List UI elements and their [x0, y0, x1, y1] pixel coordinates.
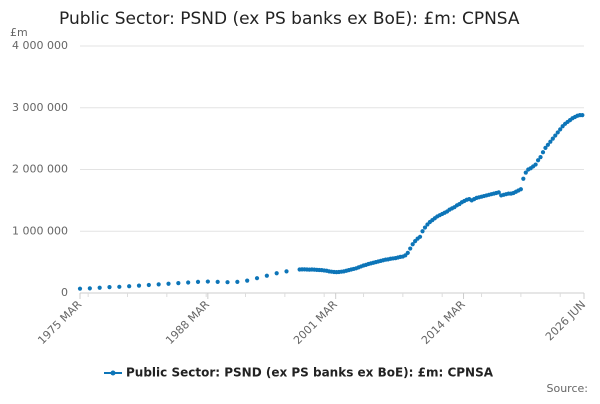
- data-point: [97, 285, 102, 290]
- x-tick-label: 2001 MAR: [291, 298, 340, 347]
- data-point: [235, 279, 240, 284]
- data-point: [215, 279, 220, 284]
- data-point: [496, 190, 501, 195]
- legend-label: Public Sector: PSND (ex PS banks ex BoE)…: [126, 366, 494, 380]
- data-point: [127, 284, 132, 289]
- data-point: [195, 279, 201, 284]
- data-point: [548, 139, 553, 144]
- data-point: [77, 286, 83, 291]
- x-tick-label: 2014 MAR: [419, 298, 468, 347]
- data-point: [580, 113, 585, 118]
- x-tick-label: 2026 JUN: [543, 298, 588, 343]
- data-point: [274, 271, 279, 276]
- data-point: [538, 155, 543, 160]
- data-point: [136, 283, 142, 288]
- data-point: [420, 229, 425, 234]
- data-point: [264, 273, 269, 278]
- data-point: [545, 142, 551, 147]
- data-point: [422, 225, 428, 230]
- data-point: [225, 280, 230, 285]
- data-point: [186, 280, 191, 285]
- data-point: [205, 279, 210, 284]
- data-point: [558, 127, 563, 132]
- data-point: [146, 282, 151, 288]
- y-tick-label: 0: [61, 286, 68, 299]
- data-point: [176, 281, 181, 286]
- y-axis-label: £m: [10, 26, 28, 39]
- data-point: [535, 158, 541, 163]
- data-point: [518, 187, 523, 192]
- data-point: [543, 145, 548, 150]
- data-point: [284, 269, 289, 274]
- data-point: [408, 246, 413, 251]
- source-label: Source:: [547, 382, 589, 395]
- y-tick-label: 3 000 000: [12, 101, 68, 114]
- data-point: [166, 281, 171, 286]
- y-tick-label: 1 000 000: [12, 224, 68, 237]
- data-point: [540, 150, 546, 155]
- legend-marker: [110, 370, 116, 376]
- data-point: [523, 170, 528, 175]
- x-tick-label: 1988 MAR: [163, 298, 212, 347]
- data-point: [410, 242, 415, 247]
- data-point: [550, 136, 555, 141]
- data-point: [156, 282, 161, 287]
- data-point: [521, 176, 526, 181]
- data-point: [254, 276, 260, 281]
- x-tick-label: 1975 MAR: [35, 298, 84, 347]
- data-point: [553, 133, 558, 138]
- data-point: [87, 286, 92, 291]
- data-point: [107, 285, 112, 290]
- chart-title: Public Sector: PSND (ex PS banks ex BoE)…: [59, 9, 520, 29]
- data-point: [417, 234, 423, 239]
- y-tick-label: 2 000 000: [12, 163, 68, 176]
- data-point: [405, 250, 410, 255]
- data-point: [117, 284, 122, 289]
- data-point: [533, 162, 538, 167]
- data-point: [245, 278, 250, 283]
- data-point: [555, 130, 560, 135]
- y-tick-label: 4 000 000: [12, 39, 68, 52]
